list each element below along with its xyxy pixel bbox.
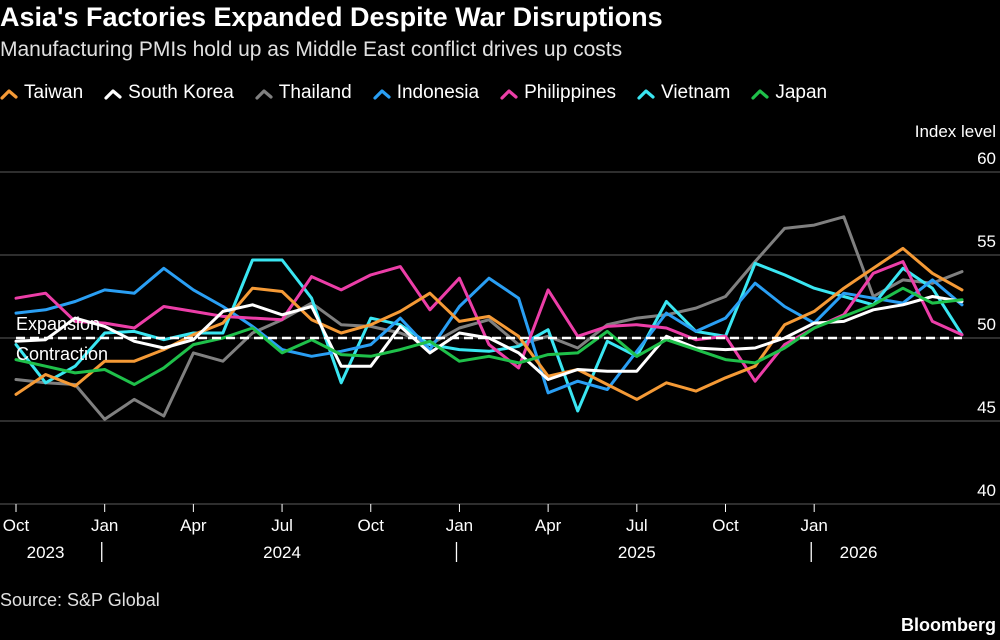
- legend-check-icon: [751, 89, 769, 100]
- y-tick-label: 60: [977, 149, 996, 168]
- x-year-label: 2026: [840, 543, 878, 562]
- legend-check-icon: [0, 89, 18, 100]
- series-line-indonesia: [14, 266, 964, 395]
- series-line-south-korea: [14, 295, 964, 381]
- x-tick-label: Jan: [800, 516, 827, 535]
- y-tick-label: 45: [977, 398, 996, 417]
- legend-item-indonesia: Indonesia: [373, 82, 479, 104]
- legend-label: Indonesia: [396, 82, 480, 103]
- series-lines: [14, 215, 964, 421]
- x-tick-label: Jan: [91, 516, 118, 535]
- reference-line-group: Expansion Contraction: [16, 314, 962, 364]
- y-tick-label: 40: [977, 481, 996, 500]
- legend-label: Vietnam: [661, 82, 731, 103]
- legend-label: South Korea: [128, 82, 234, 103]
- legend-check-icon: [373, 89, 391, 100]
- y-axis-label: Index level: [915, 122, 996, 141]
- legend-check-icon: [104, 89, 122, 100]
- x-axis: Oct Jan Apr Jul Oct Jan Apr Jul Oct Jan 2023 2024 20…: [3, 504, 878, 562]
- legend-item-vietnam: Vietnam: [637, 82, 730, 104]
- legend-item-south-korea: South Korea: [104, 82, 234, 104]
- legend-item-taiwan: Taiwan: [0, 82, 83, 104]
- series-line-thailand: [14, 215, 964, 421]
- x-tick-label: Apr: [535, 516, 562, 535]
- bloomberg-logo: Bloomberg: [900, 615, 996, 635]
- y-axis-ticks: 60 55 50 45 40 Index level: [915, 122, 996, 500]
- legend-label: Philippines: [524, 82, 616, 103]
- legend-check-icon: [500, 89, 518, 100]
- x-tick-label: Oct: [3, 516, 30, 535]
- x-tick-label: Jan: [446, 516, 473, 535]
- legend-check-icon: [255, 89, 273, 100]
- y-tick-label: 50: [977, 315, 996, 334]
- x-tick-label: Jul: [271, 516, 293, 535]
- legend: Taiwan South Korea Thailand Indonesia Philip…: [0, 82, 848, 104]
- x-tick-label: Oct: [712, 516, 739, 535]
- series-line-japan: [14, 286, 964, 386]
- series-line-vietnam: [14, 258, 964, 413]
- x-year-label: 2024: [263, 543, 301, 562]
- y-tick-label: 55: [977, 232, 996, 251]
- legend-label: Japan: [775, 82, 828, 103]
- expansion-label: Expansion: [16, 314, 100, 334]
- chart-title: Asia's Factories Expanded Despite War Di…: [0, 2, 663, 32]
- legend-item-japan: Japan: [751, 82, 827, 104]
- x-tick-label: Jul: [626, 516, 648, 535]
- legend-label: Thailand: [278, 82, 352, 103]
- x-year-label: 2023: [27, 543, 65, 562]
- chart-subtitle: Manufacturing PMIs hold up as Middle Eas…: [0, 38, 623, 61]
- x-tick-label: Apr: [180, 516, 207, 535]
- contraction-label: Contraction: [16, 344, 108, 364]
- legend-item-philippines: Philippines: [500, 82, 616, 104]
- legend-check-icon: [637, 89, 655, 100]
- x-year-label: 2025: [618, 543, 656, 562]
- legend-label: Taiwan: [24, 82, 84, 103]
- legend-item-thailand: Thailand: [255, 82, 352, 104]
- source-note: Source: S&P Global: [0, 590, 160, 610]
- x-tick-label: Oct: [358, 516, 385, 535]
